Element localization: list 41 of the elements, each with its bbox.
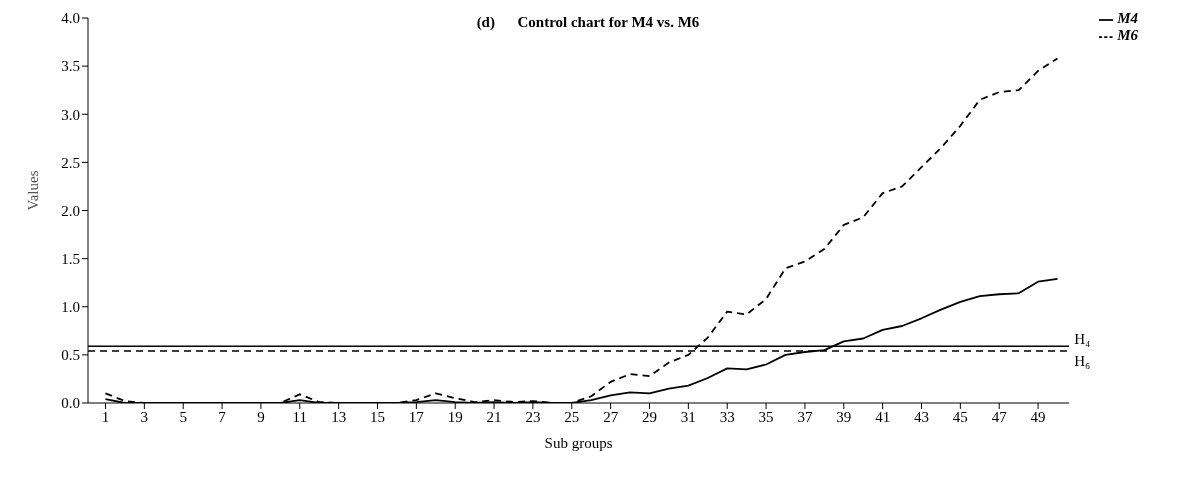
x-tick-label: 47: [991, 408, 1008, 425]
x-tick-label: 3: [140, 408, 149, 425]
ref-line-label: H₆: [1074, 353, 1091, 370]
x-tick-label: 15: [369, 408, 385, 425]
y-tick-label: 3.0: [61, 106, 80, 123]
ref-line-label: H₄: [1074, 330, 1091, 347]
y-tick-label: 3.5: [61, 58, 80, 75]
y-axis-title: Values: [25, 170, 42, 211]
y-tick-label: 2.5: [61, 154, 80, 171]
y-tick-label: 0.0: [61, 395, 80, 412]
x-tick-label: 7: [218, 408, 227, 425]
legend-label: M4: [1117, 10, 1138, 26]
legend-label: M6: [1117, 27, 1138, 43]
y-tick-label: 0.5: [61, 347, 80, 364]
x-tick-label: 19: [447, 408, 463, 425]
x-tick-label: 25: [564, 408, 580, 425]
y-tick-label: 1.5: [61, 250, 80, 267]
x-tick-label: 35: [758, 408, 774, 425]
x-tick-label: 49: [1030, 408, 1046, 425]
x-tick-label: 1: [101, 408, 110, 425]
x-axis-title: Sub groups: [544, 435, 613, 451]
x-tick-label: 31: [680, 408, 696, 425]
y-tick-label: 4.0: [61, 10, 80, 27]
x-tick-label: 17: [408, 408, 425, 425]
x-tick-label: 33: [719, 408, 735, 425]
x-tick-label: 37: [797, 408, 813, 425]
x-tick-label: 43: [914, 408, 929, 425]
x-tick-label: 41: [875, 408, 891, 425]
chart-title: (d) Control chart for M4 vs. M6: [476, 14, 700, 30]
x-tick-label: 23: [525, 408, 541, 425]
y-tick-label: 2.0: [61, 202, 80, 219]
x-tick-label: 27: [603, 408, 619, 425]
x-tick-label: 13: [331, 408, 347, 425]
x-tick-label: 29: [641, 408, 657, 425]
y-tick-label: 1.0: [61, 299, 80, 316]
x-tick-label: 39: [836, 408, 852, 425]
x-tick-label: 5: [179, 408, 187, 425]
x-tick-label: 21: [486, 408, 502, 425]
x-tick-label: 45: [952, 408, 968, 425]
x-tick-label: 9: [257, 408, 265, 425]
x-tick-label: 11: [292, 408, 307, 425]
